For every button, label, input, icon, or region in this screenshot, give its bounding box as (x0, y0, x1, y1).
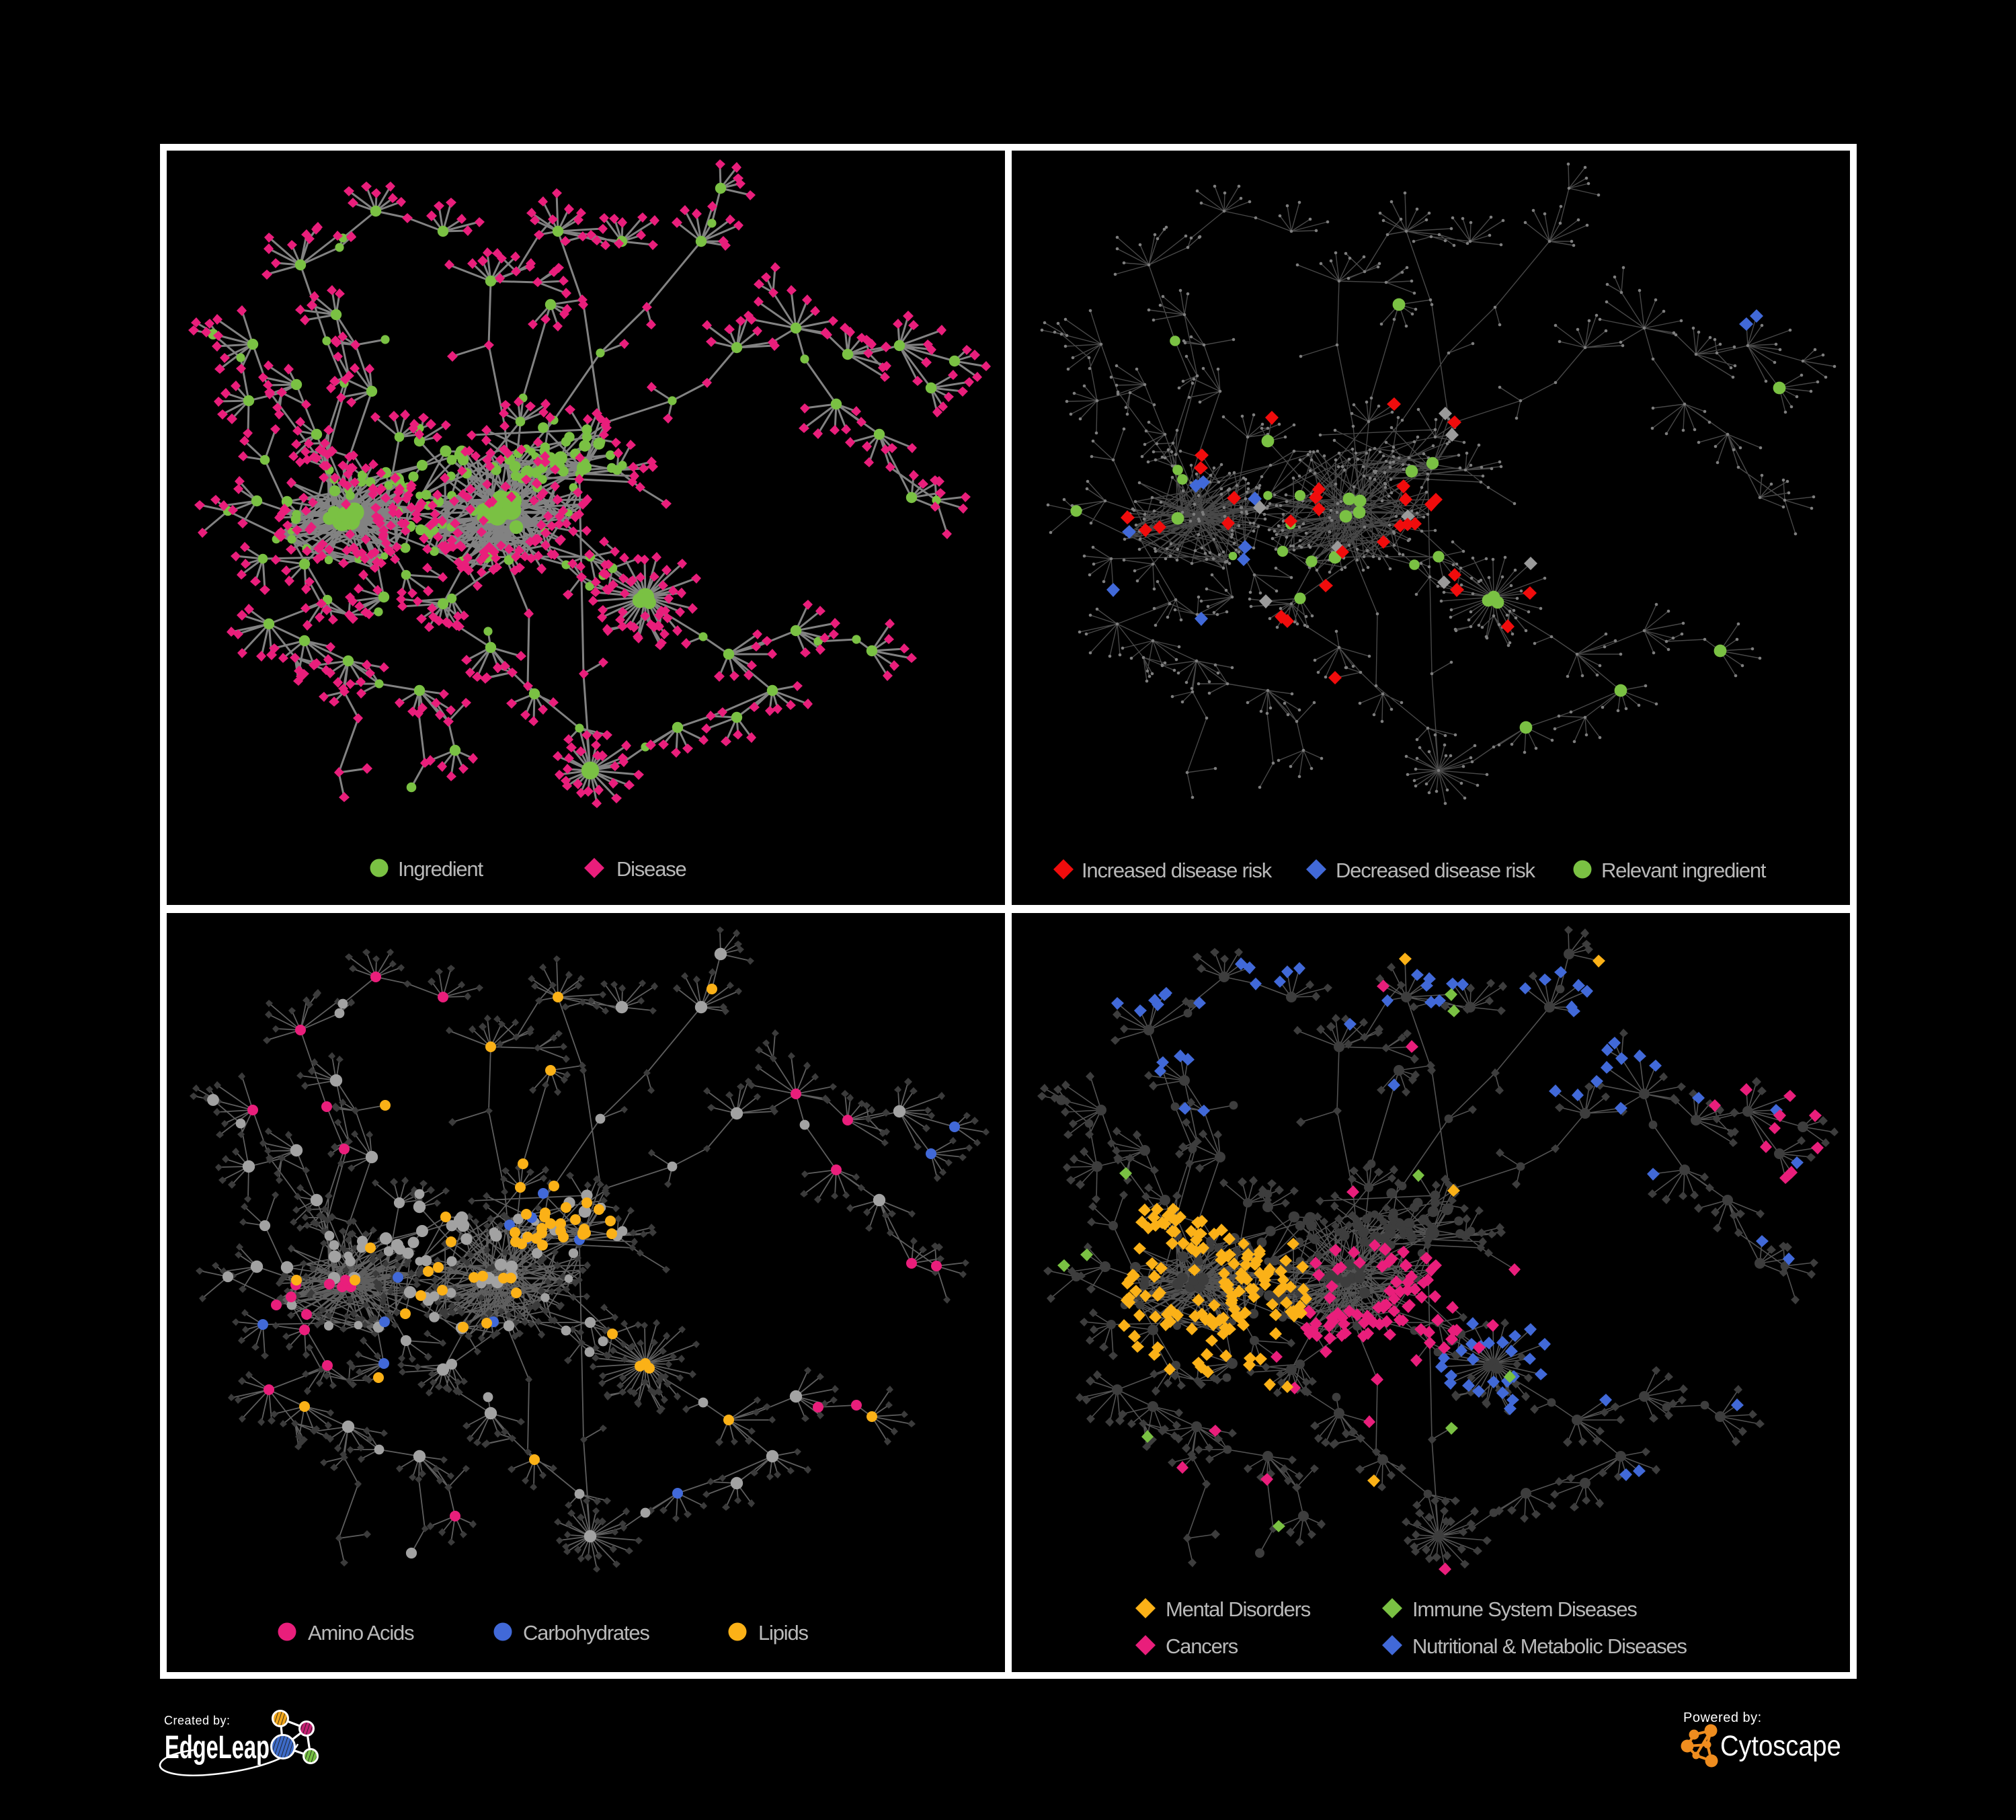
svg-text:Immune System Diseases: Immune System Diseases (1412, 1597, 1637, 1621)
svg-text:Nutritional & Metabolic Diseas: Nutritional & Metabolic Diseases (1412, 1634, 1687, 1658)
svg-text:Increased disease risk: Increased disease risk (1082, 859, 1273, 882)
svg-text:Ingredient: Ingredient (398, 857, 483, 881)
svg-text:Cancers: Cancers (1166, 1634, 1238, 1658)
svg-text:Relevant ingredient: Relevant ingredient (1601, 859, 1767, 882)
svg-text:Powered by:: Powered by: (1683, 1710, 1762, 1725)
svg-text:Lipids: Lipids (758, 1621, 808, 1645)
svg-text:Decreased disease risk: Decreased disease risk (1336, 859, 1536, 882)
svg-text:Carbohydrates: Carbohydrates (523, 1621, 649, 1645)
svg-text:EdgeLeap: EdgeLeap (165, 1729, 270, 1766)
svg-text:Amino Acids: Amino Acids (308, 1621, 414, 1645)
svg-text:Cytoscape: Cytoscape (1720, 1729, 1841, 1762)
svg-text:Created by:: Created by: (164, 1714, 231, 1727)
svg-text:Disease: Disease (616, 857, 686, 881)
svg-text:Mental Disorders: Mental Disorders (1166, 1597, 1311, 1621)
